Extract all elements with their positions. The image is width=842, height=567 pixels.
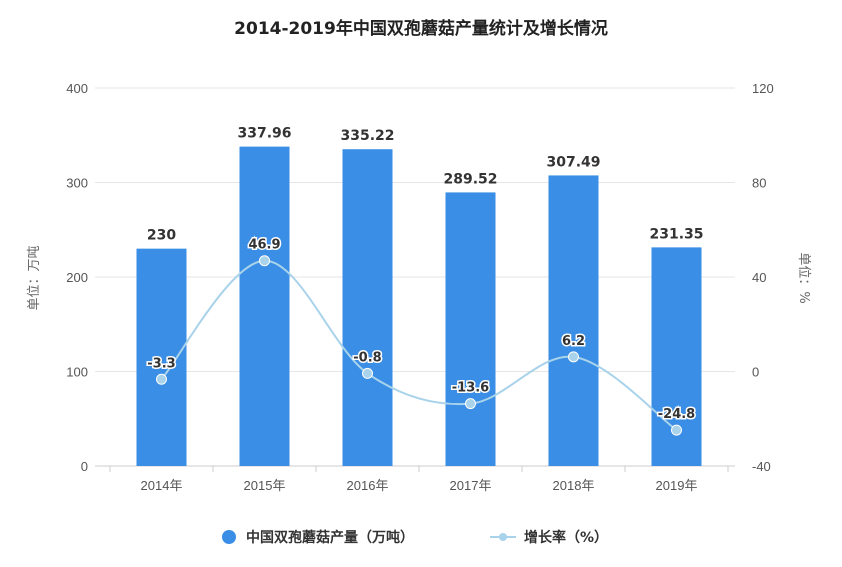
line-point [259, 255, 270, 267]
growth-line [160, 259, 678, 431]
bar [342, 149, 393, 466]
bar-data-label: 337.96 [237, 126, 291, 142]
line-data-label: -13.6 [452, 381, 489, 396]
x-tick-label: 2016年 [347, 478, 389, 493]
line-data-label: -3.3 [147, 356, 175, 371]
x-tick-label: 2014年 [141, 478, 183, 493]
y-right-tick-label: 120 [752, 81, 774, 96]
legend-bar-marker [222, 530, 236, 544]
x-tick-label: 2015年 [244, 478, 286, 493]
legend-line-dot [499, 533, 507, 541]
bar-data-label: 230 [147, 228, 176, 244]
y-axis-right: -40 0 40 80 120 [752, 81, 774, 474]
y-left-tick-label: 0 [81, 459, 88, 474]
bar-series: 230 337.96 335.22 289.52 307.49 231.35 [136, 126, 704, 467]
chart-title: 2014-2019年中国双孢蘑菇产量统计及增长情况 [234, 18, 608, 39]
y-axis-left: 0 100 200 300 400 [66, 81, 88, 474]
y-left-tick-label: 100 [66, 365, 88, 380]
gridlines [95, 87, 735, 467]
line-point [465, 398, 476, 410]
y-left-tick-label: 300 [66, 176, 88, 191]
y-axis-right-title: 单位：% [796, 252, 811, 303]
line-data-label: -0.8 [353, 350, 381, 365]
bar-data-label: 231.35 [649, 226, 703, 242]
bar [136, 248, 187, 466]
line-data-label: 46.9 [248, 238, 280, 253]
y-left-tick-label: 400 [66, 81, 88, 96]
y-right-tick-label: 80 [752, 176, 766, 191]
line-point [362, 367, 373, 379]
bar-data-label: 289.52 [443, 171, 497, 187]
line-point [671, 424, 682, 436]
x-tick-label: 2019年 [656, 478, 698, 493]
line-point [568, 351, 579, 363]
y-right-tick-label: 40 [752, 270, 766, 285]
legend-item-production[interactable]: 中国双孢蘑菇产量（万吨） [222, 529, 414, 546]
y-left-tick-label: 200 [66, 270, 88, 285]
bar-data-label: 335.22 [340, 128, 394, 144]
bar [239, 146, 290, 466]
legend-label-growth: 增长率（%） [524, 529, 608, 546]
x-tick-label: 2018年 [553, 478, 595, 493]
legend-label-production: 中国双孢蘑菇产量（万吨） [246, 529, 414, 546]
line-point [156, 373, 167, 385]
y-right-tick-label: -40 [752, 459, 771, 474]
line-data-label: 6.2 [562, 334, 585, 349]
x-tick-label: 2017年 [450, 478, 492, 493]
line-series: -3.3 46.9 -0.8 -13.6 6.2 -24.8 [146, 236, 697, 436]
bar [548, 175, 599, 467]
y-axis-left-title: 单位：万吨 [27, 245, 42, 310]
line-data-label: -24.8 [658, 407, 695, 422]
legend-item-growth[interactable]: 增长率（%） [490, 529, 608, 546]
bar-data-label: 307.49 [546, 154, 600, 170]
bar [445, 192, 496, 466]
x-axis: 2014年 2015年 2016年 2017年 2018年 2019年 [109, 466, 729, 493]
y-right-tick-label: 0 [752, 365, 759, 380]
legend: 中国双孢蘑菇产量（万吨） 增长率（%） [222, 529, 608, 546]
